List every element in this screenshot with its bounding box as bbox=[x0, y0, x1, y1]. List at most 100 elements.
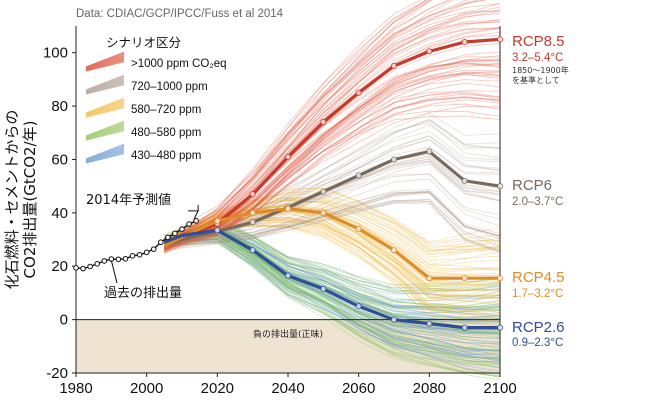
scenario-curve bbox=[164, 242, 501, 378]
series-point-RCP8.5 bbox=[426, 48, 433, 55]
scenario-curve bbox=[164, 223, 501, 309]
scenario-curve bbox=[164, 69, 501, 249]
scenario-curve bbox=[164, 163, 501, 244]
scenario-curve bbox=[164, 0, 422, 253]
rcp-label-RCP4.5: RCP4.5 1.7–3.2°C bbox=[512, 269, 565, 300]
scenario-curve bbox=[164, 0, 455, 241]
legend-swatch-line bbox=[85, 103, 125, 117]
series-point-RCP2.6 bbox=[214, 227, 221, 234]
scenario-curve bbox=[164, 190, 501, 247]
series-point-RCP4.5 bbox=[249, 209, 256, 216]
scenario-curve bbox=[164, 221, 501, 316]
scenario-curve bbox=[164, 198, 501, 258]
scenario-curve bbox=[164, 210, 501, 292]
legend-swatch-line bbox=[85, 149, 125, 163]
scenario-curve bbox=[164, 225, 501, 320]
scenario-curve bbox=[164, 207, 501, 291]
scenario-curve bbox=[164, 205, 501, 274]
legend-swatch-line bbox=[85, 148, 125, 162]
scenario-curve bbox=[164, 238, 501, 349]
y-tick-label: 80 bbox=[51, 98, 68, 115]
x-tick-label: 1980 bbox=[59, 380, 92, 397]
series-point-RCP2.6 bbox=[284, 272, 291, 279]
rcp-range: 1.7–3.2°C bbox=[512, 288, 563, 300]
series-point-RCP4.5 bbox=[496, 275, 503, 282]
scenario-curve bbox=[164, 60, 501, 252]
scenario-curve bbox=[164, 0, 487, 250]
scenario-curve bbox=[164, 0, 451, 246]
legend-label: 720–1000 ppm bbox=[131, 81, 208, 93]
scenario-curve bbox=[164, 0, 429, 250]
y-tick-label: 60 bbox=[51, 151, 68, 168]
series-point-RCP6 bbox=[320, 188, 327, 195]
scenario-curve bbox=[164, 178, 501, 250]
x-tick-label: 2060 bbox=[342, 380, 375, 397]
legend-swatch-line bbox=[85, 126, 125, 140]
historical-point bbox=[101, 258, 108, 264]
rcp-name: RCP2.6 bbox=[512, 319, 565, 336]
scenario-curve bbox=[164, 27, 501, 246]
scenario-curve bbox=[164, 205, 501, 276]
scenario-curve bbox=[164, 193, 501, 252]
series-point-RCP2.6 bbox=[426, 320, 433, 327]
scenario-curve bbox=[164, 213, 501, 283]
scenario-curve bbox=[164, 154, 501, 251]
scenario-curve bbox=[164, 31, 501, 243]
scenario-curve bbox=[164, 0, 432, 247]
y-tick-label: 100 bbox=[43, 45, 68, 62]
x-tick-label: 2000 bbox=[130, 380, 163, 397]
legend-label: 480–580 ppm bbox=[131, 127, 201, 139]
scenario-curve bbox=[164, 224, 501, 314]
scenario-curve bbox=[164, 233, 501, 343]
scenario-curve bbox=[164, 119, 501, 246]
scenario-curve bbox=[164, 209, 501, 282]
scenario-curve bbox=[164, 158, 501, 249]
negative-emissions-region bbox=[76, 319, 500, 373]
legend-swatch-line bbox=[85, 107, 125, 118]
scenario-curve bbox=[164, 199, 501, 253]
legend-swatch-1 bbox=[85, 74, 125, 95]
historical-point bbox=[115, 256, 122, 263]
scenario-curve bbox=[164, 0, 433, 240]
scenario-curve bbox=[164, 206, 501, 296]
scenario-curve bbox=[164, 71, 501, 247]
scenario-curve bbox=[164, 58, 501, 244]
projection-2014-label: 2014年予測値 bbox=[86, 192, 171, 208]
scenario-curve bbox=[164, 224, 501, 322]
scenario-curve bbox=[164, 138, 501, 246]
scenario-curve bbox=[164, 218, 501, 306]
scenario-curve bbox=[164, 105, 501, 241]
x-axis-ticks: 1980 2000 2020 2040 2060 2080 2100 bbox=[59, 373, 517, 397]
series-point-RCP8.5 bbox=[284, 153, 291, 160]
x-tick-label: 2040 bbox=[271, 380, 304, 397]
y-tick-label: 40 bbox=[51, 205, 68, 222]
legend-swatch-line bbox=[85, 56, 125, 70]
scenario-curve bbox=[164, 192, 501, 246]
historical-point bbox=[136, 251, 143, 258]
scenario-curve bbox=[164, 173, 501, 251]
scenario-curve bbox=[164, 27, 501, 245]
scenario-curve bbox=[164, 79, 501, 248]
scenario-curve bbox=[164, 232, 501, 352]
scenario-curve bbox=[164, 18, 501, 247]
scenario-curve bbox=[164, 173, 501, 254]
scenario-curve bbox=[164, 236, 501, 369]
rcp-name: RCP8.5 bbox=[512, 33, 565, 50]
historical-point bbox=[87, 263, 93, 270]
scenario-curve bbox=[164, 74, 501, 247]
legend-swatch-line bbox=[85, 105, 125, 118]
scenario-curve bbox=[164, 191, 501, 246]
rcp-range: 0.9–2.3°C bbox=[512, 337, 563, 349]
scenario-curve bbox=[164, 2, 501, 246]
y-tick-label: -20 bbox=[46, 365, 68, 382]
scenario-curve bbox=[164, 232, 501, 358]
y-axis-label-line2: CO2排出量(GtCO2/年) bbox=[21, 121, 39, 279]
series-point-RCP8.5 bbox=[496, 36, 503, 43]
scenario-curve bbox=[164, 63, 501, 245]
legend-swatch-line bbox=[85, 125, 125, 139]
x-tick-label: 2080 bbox=[413, 380, 446, 397]
x-tick-label: 2020 bbox=[201, 380, 234, 397]
scenario-curve bbox=[164, 233, 501, 351]
scenario-curve bbox=[164, 191, 501, 248]
series-point-RCP6 bbox=[426, 148, 433, 155]
